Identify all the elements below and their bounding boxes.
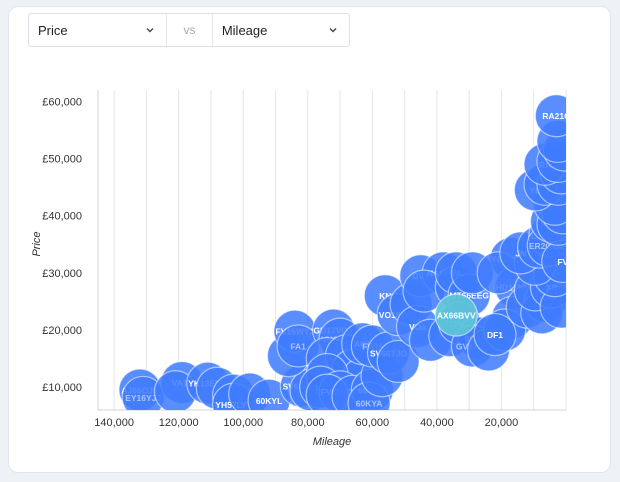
x-axis-select[interactable]: Mileage: [211, 14, 349, 46]
x-tick-label: 40,000: [420, 417, 454, 429]
x-tick-label: 20,000: [485, 417, 519, 429]
data-label: DF1: [487, 330, 503, 340]
x-axis-label: Mileage: [313, 436, 352, 448]
x-tick-label: 120,000: [159, 417, 199, 429]
y-tick-label: £10,000: [42, 382, 82, 394]
y-axis-select-value: Price: [38, 22, 68, 38]
data-point: [473, 312, 517, 357]
bubble-layer: AJ66OJVEY16YJJVA15YK13ERUYH57LYT60KYLSV6…: [118, 94, 570, 410]
y-tick-label: £40,000: [42, 211, 82, 223]
x-axis-select-value: Mileage: [221, 22, 268, 38]
y-axis-select[interactable]: Price: [29, 14, 168, 46]
x-tick-label: 60,000: [356, 417, 390, 429]
chevron-down-icon: [146, 28, 154, 33]
data-label: RA21C: [542, 111, 570, 121]
data-label: EY16YJJ: [125, 393, 161, 403]
y-axis-label: Price: [31, 231, 43, 256]
x-tick-label: 80,000: [291, 417, 325, 429]
data-label: ER20KXP: [529, 241, 568, 251]
x-tick-label: 100,000: [223, 417, 263, 429]
y-tick-label: £60,000: [42, 96, 82, 108]
vs-label: vs: [183, 23, 196, 37]
data-point: [434, 293, 478, 337]
y-tick-label: £20,000: [42, 325, 82, 337]
data-label: AX66BVV: [437, 311, 476, 321]
chevron-down-icon: [329, 28, 337, 33]
x-tick-label: 140,000: [94, 417, 134, 429]
data-label: FV: [557, 257, 568, 267]
data-label: KN: [379, 291, 391, 301]
data-label: MT66EEG: [449, 291, 489, 301]
data-label: 60KYL: [256, 396, 282, 406]
data-point: [376, 339, 420, 384]
data-point: [534, 94, 566, 138]
data-label: 60KYA: [356, 399, 383, 409]
y-tick-label: £50,000: [42, 154, 82, 166]
y-tick-label: £30,000: [42, 268, 82, 280]
data-label: FA1: [290, 342, 306, 352]
axis-selector-bar: Price vs Mileage: [28, 13, 350, 47]
